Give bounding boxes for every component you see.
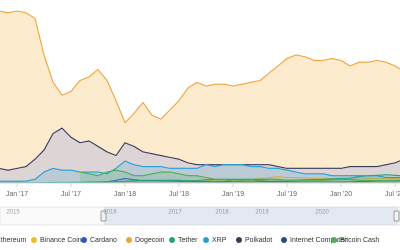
navigator-label: 2017	[168, 210, 182, 216]
series-area	[98, 178, 400, 183]
legend-item[interactable]: Binance Coin	[31, 237, 82, 244]
x-tick-label: Jan '17	[6, 191, 28, 198]
series-area	[0, 10, 400, 183]
legend-item[interactable]: Dogecoin	[126, 237, 165, 244]
series-area	[0, 128, 400, 183]
legend-label: Tether	[178, 237, 198, 244]
legend-item[interactable]: Cardano	[81, 237, 117, 244]
series-line	[0, 160, 400, 182]
series-area	[0, 161, 400, 183]
legend-label: Binance Coin	[40, 237, 82, 244]
x-tick-label: Jul '20	[385, 191, 400, 198]
legend-item[interactable]: XRP	[203, 237, 227, 244]
legend: Ethereum Binance Coin Cardano Dogecoin Tethe…	[0, 237, 379, 244]
navigator-label: 2020	[315, 210, 329, 216]
navigator-label: 2015	[6, 210, 20, 216]
series-line	[0, 127, 400, 171]
legend-marker	[31, 237, 37, 243]
legend-marker	[281, 237, 287, 243]
legend-marker	[203, 237, 209, 243]
legend-marker	[81, 237, 87, 243]
legend-marker	[331, 237, 337, 243]
legend-item[interactable]: Tether	[169, 237, 198, 244]
series-line	[0, 174, 400, 184]
legend-label: Cardano	[90, 237, 117, 244]
legend-item[interactable]: Ethereum	[0, 237, 27, 244]
legend-label: Dogecoin	[135, 237, 165, 244]
x-axis: Jan '17 Jul '17 Jan '18 Jul '18 Jan '19 Jul '…	[6, 183, 400, 198]
legend-item[interactable]: Polkadot	[236, 237, 272, 244]
legend-label: Ethereum	[0, 237, 27, 244]
legend-item[interactable]: Internet Computer	[281, 237, 347, 244]
navigator-label: 2018	[215, 210, 229, 216]
series-line	[79, 169, 400, 182]
legend-marker	[236, 237, 242, 243]
x-tick-label: Jul '19	[277, 191, 297, 198]
series-area	[80, 170, 400, 183]
legend-marker	[169, 237, 175, 243]
navigator-label: 2016	[103, 210, 117, 216]
legend-label: Polkadot	[245, 237, 272, 244]
x-tick-label: Jan '18	[114, 191, 136, 198]
legend-label: XRP	[212, 237, 227, 244]
x-tick-label: Jan '20	[330, 191, 352, 198]
legend-marker	[126, 237, 132, 243]
legend-label: Bitcoin Cash	[340, 237, 379, 244]
x-tick-label: Jul '17	[61, 191, 81, 198]
series-area	[0, 176, 400, 183]
navigator-handle[interactable]	[100, 210, 107, 222]
navigator-label: 2019	[255, 210, 269, 216]
navigator-handle[interactable]	[393, 210, 400, 222]
navigator-track	[0, 206, 400, 226]
legend-label: Internet Computer	[290, 237, 347, 244]
legend-item[interactable]: Bitcoin Cash	[331, 237, 379, 244]
x-tick-label: Jan '19	[222, 191, 244, 198]
navigator-selection[interactable]	[104, 207, 398, 225]
navigator: 2015 2016 2017 2018 2019 2020	[0, 206, 400, 226]
series-line	[0, 10, 400, 124]
x-tick-label: Jul '18	[169, 191, 189, 198]
series-area	[0, 174, 400, 183]
